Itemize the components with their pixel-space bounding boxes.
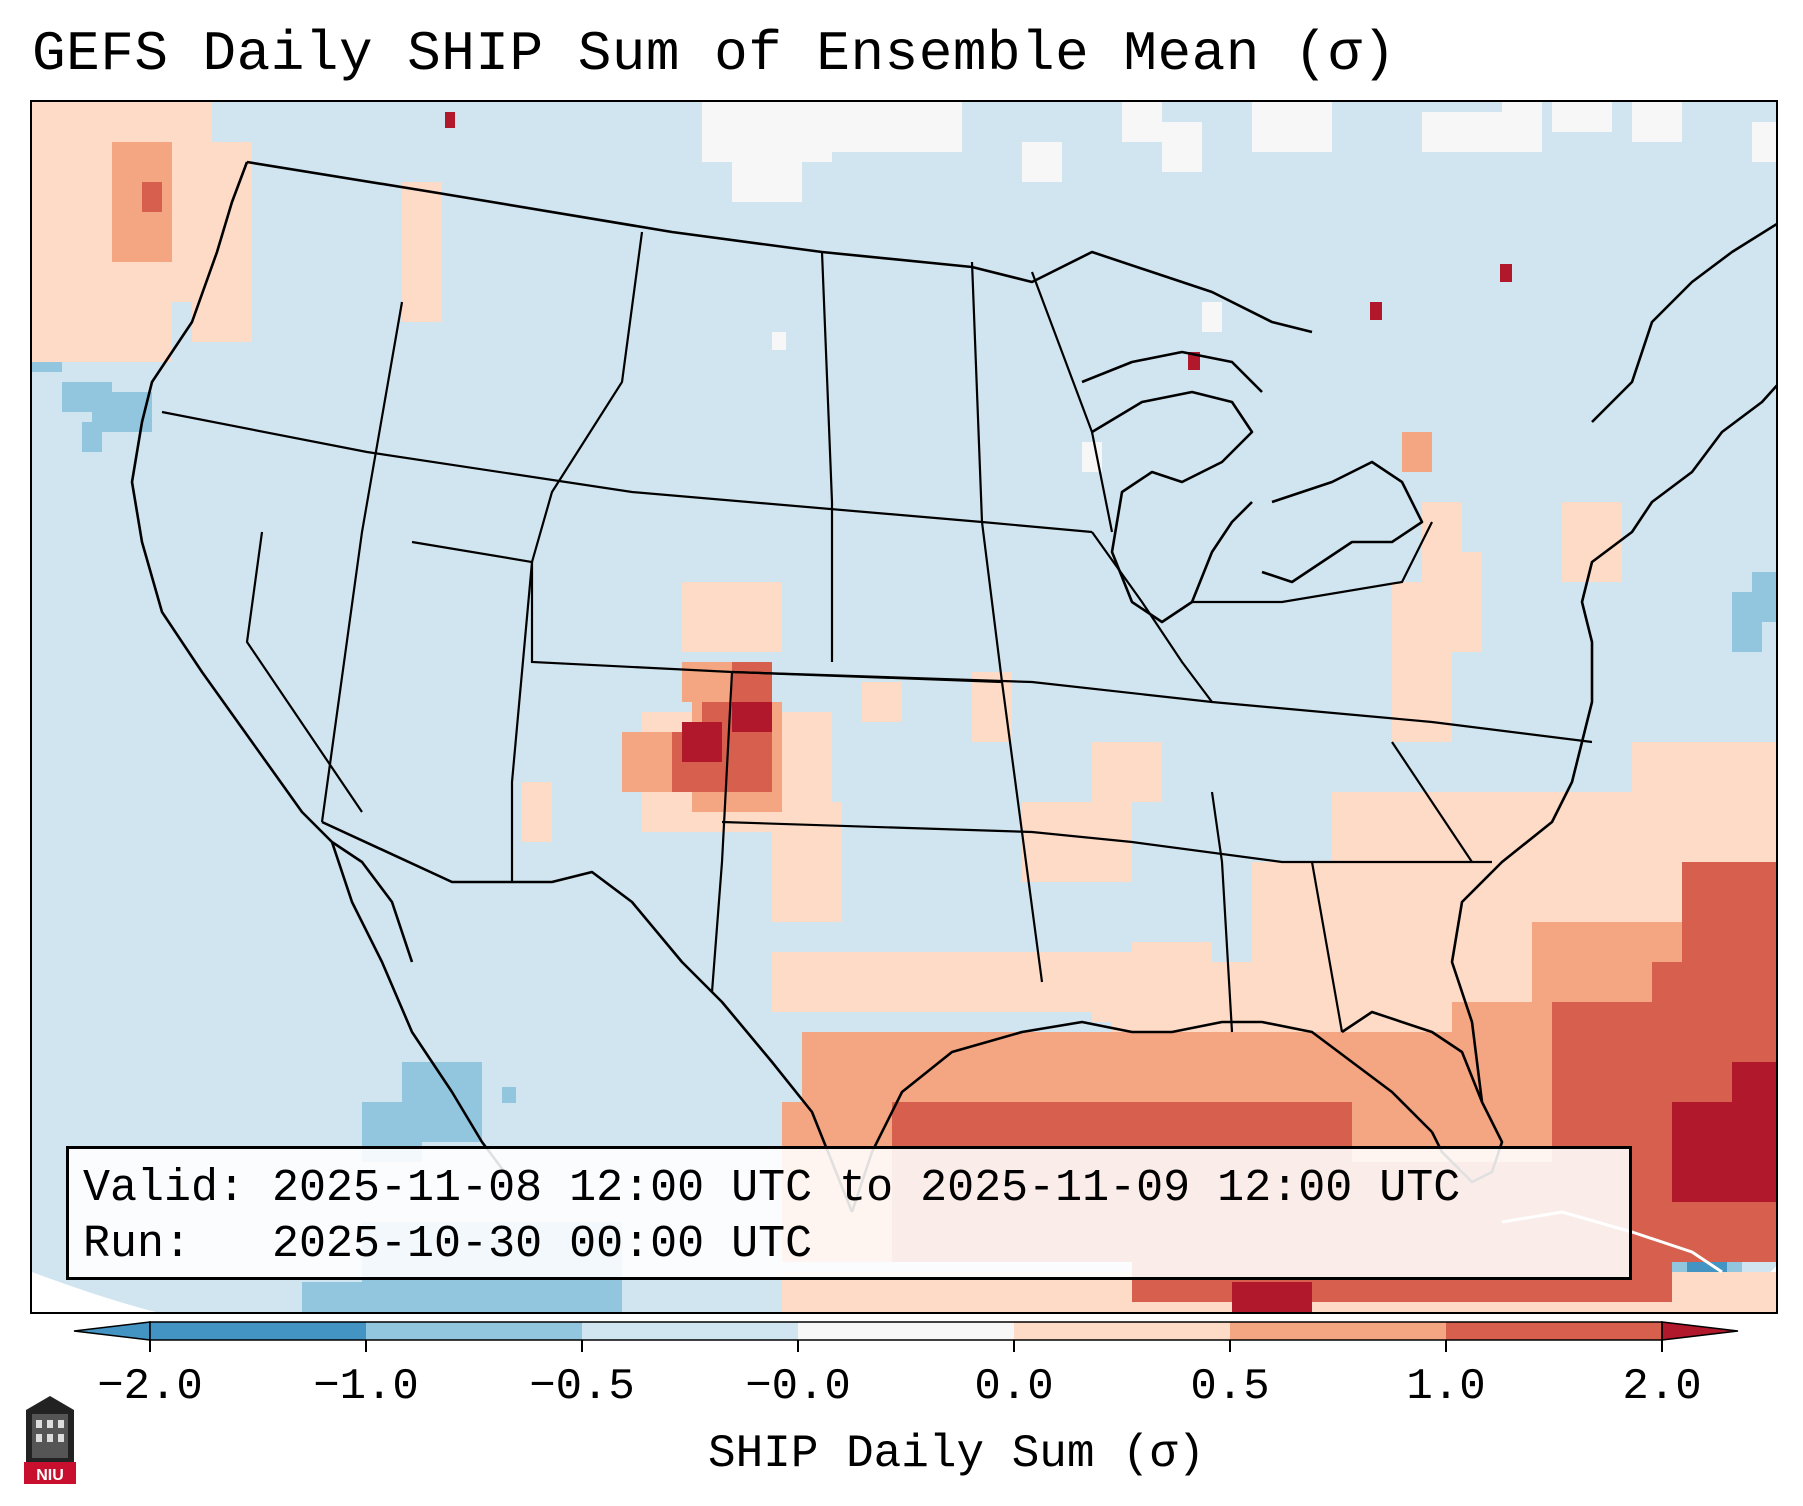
tick-label: 2.0: [1622, 1362, 1702, 1412]
border-id-ut: [320, 301, 404, 823]
tick-label: −0.0: [745, 1362, 851, 1412]
valid-time-text: Valid: 2025-11-08 12:00 UTC to 2025-11-0…: [83, 1163, 1461, 1214]
lake-huron-erie: [1261, 460, 1424, 584]
geography-lines: [130, 160, 1776, 1274]
run-time-text: Run: 2025-10-30 00:00 UTC: [83, 1219, 813, 1270]
colorbar-segment: [1230, 1322, 1446, 1340]
baja-coast: [330, 841, 514, 1183]
tick-label: −2.0: [97, 1362, 203, 1412]
mexico-border: [321, 820, 854, 1213]
lake-superior: [1081, 350, 1263, 393]
canada-border: [246, 160, 1313, 334]
border-ks-ok-tn-nc: [731, 670, 1593, 744]
tick-label: 0.5: [1190, 1362, 1270, 1412]
colorbar-segment: [366, 1322, 582, 1340]
colorbar-segment: [1446, 1322, 1662, 1340]
border-or-ca-line: [161, 410, 1093, 534]
niu-logo-text: NIU: [36, 1467, 64, 1484]
border-wi: [1030, 271, 1114, 533]
colorbar-segment: [150, 1322, 366, 1340]
colorbar-outline: [149, 1321, 1663, 1341]
state-borders: [161, 231, 1593, 1033]
run-info-box: Valid: 2025-11-08 12:00 UTC to 2025-11-0…: [66, 1146, 1632, 1280]
border-il-in: [1091, 531, 1213, 703]
extreme-positive-patches: [445, 112, 1776, 1312]
gulf-coast: [850, 1020, 1433, 1213]
colorbar-label: SHIP Daily Sum (σ): [708, 1428, 1205, 1480]
map-svg: [32, 102, 1776, 1312]
border-nv: [245, 531, 363, 813]
northeast-coast: [1591, 222, 1776, 423]
projection-edge-left: [32, 1272, 156, 1312]
border-oh-pa: [1192, 521, 1433, 604]
tick-label: −0.5: [529, 1362, 635, 1412]
niu-logo: NIU: [24, 1396, 76, 1484]
near-zero-patches: [702, 102, 1776, 472]
west-coast: [130, 161, 414, 963]
border-al-ga: [1310, 861, 1344, 1033]
tick-label: 0.0: [974, 1362, 1054, 1412]
border-mt-wy: [530, 231, 644, 563]
border-tx-ok-la-ms-al-ga: [721, 820, 1492, 864]
lake-michigan: [1091, 390, 1254, 624]
east-coast: [1450, 384, 1776, 1103]
tick-label: −1.0: [313, 1362, 419, 1412]
border-co-nm: [710, 671, 734, 993]
chart-title: GEFS Daily SHIP Sum of Ensemble Mean (σ): [32, 22, 1397, 86]
colorbar-segment: [798, 1322, 1014, 1340]
border-ms-al: [1210, 791, 1234, 1033]
colorbar-segment: [582, 1322, 798, 1340]
colorbar-segment: [1014, 1322, 1230, 1340]
colorbar-extend-low: [73, 1321, 151, 1341]
tick-label: 1.0: [1406, 1362, 1486, 1412]
colorbar-segments: [73, 1321, 1739, 1352]
border-az-nm: [510, 561, 534, 882]
map-panel: [30, 100, 1778, 1314]
border-nd-sd-ne: [820, 251, 834, 662]
colorbar-extend-high: [1661, 1321, 1739, 1341]
border-sc-nc: [1391, 741, 1473, 863]
